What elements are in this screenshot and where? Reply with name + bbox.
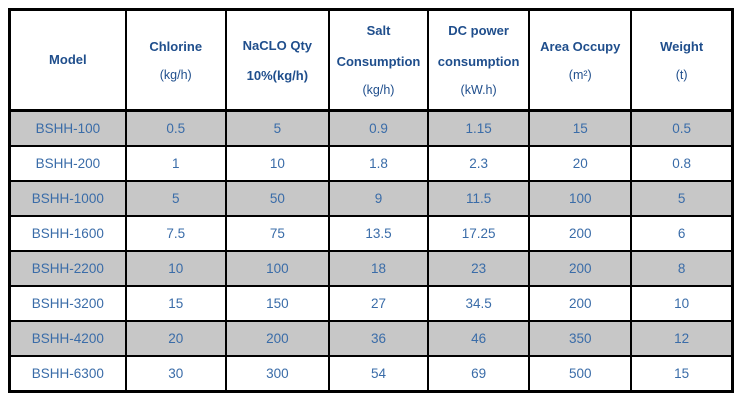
header-row: Model Chlorine (kg/h) NaCLO Qty 10%(kg/h… [8,8,734,112]
column-unit: (t) [675,68,688,83]
cell-chlorine: 20 [124,320,227,357]
column-title: NaCLO Qty [242,38,313,54]
cell-weight: 5 [630,180,734,217]
table-row: BSHH-1000 5 50 9 11.5 100 5 [8,180,734,217]
cell-salt: 36 [327,320,430,357]
column-title: Chlorine [149,38,203,54]
cell-area: 200 [528,215,633,252]
cell-salt: 54 [327,355,430,393]
cell-chlorine: 30 [124,355,227,393]
cell-naclo: 10 [224,145,330,182]
cell-area: 200 [528,285,633,322]
cell-salt: 9 [327,180,430,217]
table-header: Model Chlorine (kg/h) NaCLO Qty 10%(kg/h… [8,8,734,112]
cell-dc-power: 2.3 [427,145,531,182]
cell-chlorine: 10 [124,250,227,287]
column-title: Area Occupy [540,38,621,54]
cell-model: BSHH-100 [8,109,127,147]
cell-dc-power: 34.5 [427,285,531,322]
cell-salt: 0.9 [327,109,430,147]
table-row: BSHH-1600 7.5 75 13.5 17.25 200 6 [8,215,734,252]
column-unit: (kW.h) [460,83,497,98]
column-title: Weight [660,38,704,54]
col-header-model: Model [8,8,127,112]
cell-salt: 18 [327,250,430,287]
col-header-naclo-qty: NaCLO Qty 10%(kg/h) [224,8,330,112]
cell-dc-power: 23 [427,250,531,287]
cell-naclo: 100 [224,250,330,287]
cell-weight: 6 [630,215,734,252]
table-row: BSHH-6300 30 300 54 69 500 15 [8,355,734,393]
cell-chlorine: 15 [124,285,227,322]
cell-weight: 15 [630,355,734,393]
cell-weight: 0.5 [630,109,734,147]
table-row: BSHH-4200 20 200 36 46 350 12 [8,320,734,357]
cell-naclo: 300 [224,355,330,393]
cell-weight: 10 [630,285,734,322]
column-title: DC power consumption [437,23,520,69]
table-row: BSHH-3200 15 150 27 34.5 200 10 [8,285,734,322]
column-unit: (kg/h) [362,83,395,98]
column-title: Salt Consumption [336,23,421,69]
cell-area: 100 [528,180,633,217]
table-row: BSHH-100 0.5 5 0.9 1.15 15 0.5 [8,109,734,147]
cell-weight: 12 [630,320,734,357]
col-header-area-occupy: Area Occupy (m²) [528,8,633,112]
column-unit: (m²) [568,68,592,83]
cell-model: BSHH-200 [8,145,127,182]
cell-dc-power: 69 [427,355,531,393]
col-header-dc-power: DC power consumption (kW.h) [427,8,531,112]
cell-model: BSHH-3200 [8,285,127,322]
cell-model: BSHH-4200 [8,320,127,357]
cell-area: 350 [528,320,633,357]
column-title: Model [49,51,87,67]
cell-chlorine: 1 [124,145,227,182]
cell-naclo: 75 [224,215,330,252]
cell-naclo: 150 [224,285,330,322]
col-header-salt-consumption: Salt Consumption (kg/h) [327,8,430,112]
column-unit: 10%(kg/h) [246,67,309,83]
table-row: BSHH-200 1 10 1.8 2.3 20 0.8 [8,145,734,182]
cell-model: BSHH-6300 [8,355,127,393]
cell-chlorine: 0.5 [124,109,227,147]
cell-area: 500 [528,355,633,393]
cell-salt: 13.5 [327,215,430,252]
cell-area: 20 [528,145,633,182]
cell-naclo: 5 [224,109,330,147]
table-body: BSHH-100 0.5 5 0.9 1.15 15 0.5 BSHH-200 … [8,109,734,393]
cell-model: BSHH-2200 [8,250,127,287]
cell-dc-power: 17.25 [427,215,531,252]
col-header-chlorine: Chlorine (kg/h) [124,8,227,112]
cell-area: 15 [528,109,633,147]
cell-naclo: 200 [224,320,330,357]
cell-salt: 27 [327,285,430,322]
col-header-weight: Weight (t) [630,8,734,112]
cell-dc-power: 11.5 [427,180,531,217]
cell-weight: 0.8 [630,145,734,182]
product-spec-table: Model Chlorine (kg/h) NaCLO Qty 10%(kg/h… [8,8,734,393]
cell-weight: 8 [630,250,734,287]
cell-area: 200 [528,250,633,287]
cell-naclo: 50 [224,180,330,217]
column-unit: (kg/h) [159,68,192,83]
cell-salt: 1.8 [327,145,430,182]
cell-model: BSHH-1600 [8,215,127,252]
cell-dc-power: 1.15 [427,109,531,147]
cell-chlorine: 7.5 [124,215,227,252]
cell-dc-power: 46 [427,320,531,357]
spec-table-container: Model Chlorine (kg/h) NaCLO Qty 10%(kg/h… [8,8,734,393]
cell-chlorine: 5 [124,180,227,217]
cell-model: BSHH-1000 [8,180,127,217]
table-row: BSHH-2200 10 100 18 23 200 8 [8,250,734,287]
